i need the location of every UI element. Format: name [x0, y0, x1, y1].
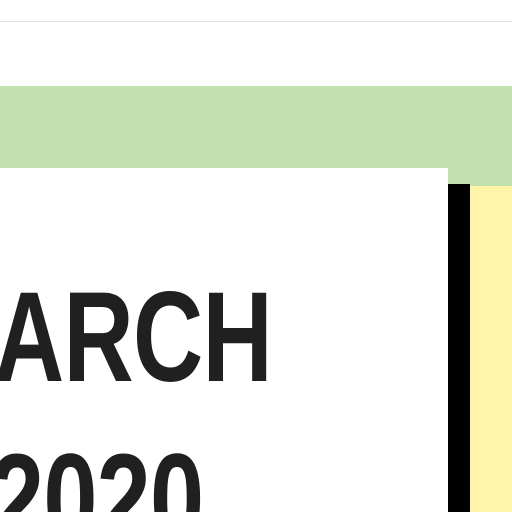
green-banner: [0, 86, 512, 168]
green-banner-extension: [448, 168, 512, 186]
date-poster-card: ARCH 2020: [0, 168, 448, 512]
yellow-side-panel: [470, 186, 512, 512]
browser-top-bar: [0, 0, 512, 22]
poster-month-text: ARCH: [0, 266, 273, 409]
top-divider: [0, 21, 512, 22]
black-vertical-bar: [448, 184, 470, 512]
poster-year-text: 2020: [0, 428, 204, 512]
header-gap: [0, 22, 512, 86]
